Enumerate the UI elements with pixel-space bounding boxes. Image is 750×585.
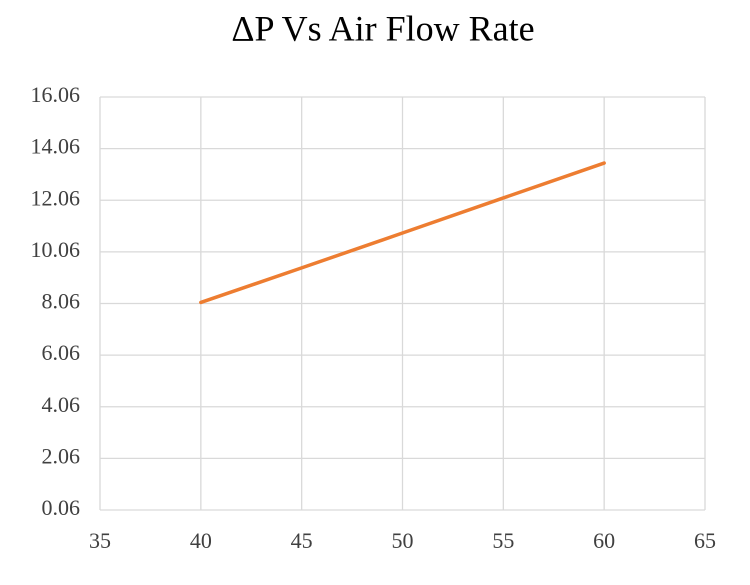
- x-tick-label: 40: [190, 528, 212, 553]
- y-tick-label: 12.06: [31, 185, 81, 210]
- y-tick-label: 4.06: [42, 392, 81, 417]
- y-tick-label: 10.06: [31, 237, 81, 262]
- x-tick-label: 35: [89, 528, 111, 553]
- data-line: [199, 161, 606, 305]
- y-tick-label: 0.06: [42, 495, 81, 520]
- chart-title: ΔP Vs Air Flow Rate: [231, 8, 534, 48]
- x-tick-label: 50: [392, 528, 414, 553]
- y-tick-label: 2.06: [42, 443, 81, 468]
- x-tick-label: 60: [593, 528, 615, 553]
- x-tick-label: 65: [694, 528, 716, 553]
- x-tick-label: 55: [492, 528, 514, 553]
- y-tick-label: 14.06: [31, 134, 81, 159]
- y-tick-label: 6.06: [42, 340, 81, 365]
- y-tick-label: 8.06: [42, 289, 81, 314]
- y-tick-label: 16.06: [31, 82, 81, 107]
- x-tick-label: 45: [291, 528, 313, 553]
